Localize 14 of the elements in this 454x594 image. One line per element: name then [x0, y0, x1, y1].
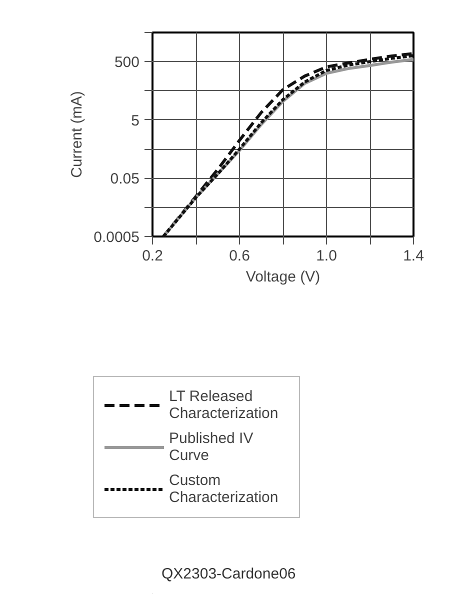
legend-label: Published IV Curve	[169, 430, 254, 464]
x-tick-label: 0.2	[142, 248, 163, 264]
legend-label: Custom Characterization	[169, 472, 280, 506]
x-axis-title: Voltage (V)	[246, 268, 320, 286]
x-tick-label: 1.4	[403, 248, 424, 264]
y-tick-label: 0.0005	[94, 229, 140, 246]
legend-label: LT Released Characterization	[169, 388, 280, 422]
y-tick-label: 5	[131, 112, 140, 130]
x-tick-label: 0.6	[229, 248, 250, 264]
x-tick-label: 1.0	[316, 248, 337, 264]
y-axis-title: Current (mA)	[68, 91, 86, 178]
text: QX2303-Cardone06	[162, 566, 296, 582]
y-tick-label: 500	[114, 54, 140, 72]
y-tick-label: 0.05	[110, 170, 140, 188]
